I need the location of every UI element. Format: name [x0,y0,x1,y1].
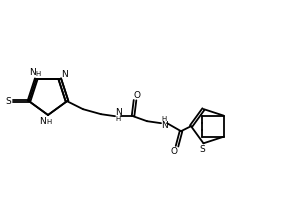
Text: O: O [170,147,178,156]
Text: N: N [61,70,68,79]
Text: H: H [161,116,166,122]
Text: N: N [40,116,46,126]
Text: N: N [29,68,36,77]
Text: H: H [46,119,52,125]
Text: S: S [200,145,205,154]
Text: N: N [115,108,122,117]
Text: S: S [5,97,11,106]
Text: N: N [160,121,167,130]
Text: O: O [134,91,140,100]
Text: H: H [116,116,121,122]
Text: H: H [36,71,41,77]
